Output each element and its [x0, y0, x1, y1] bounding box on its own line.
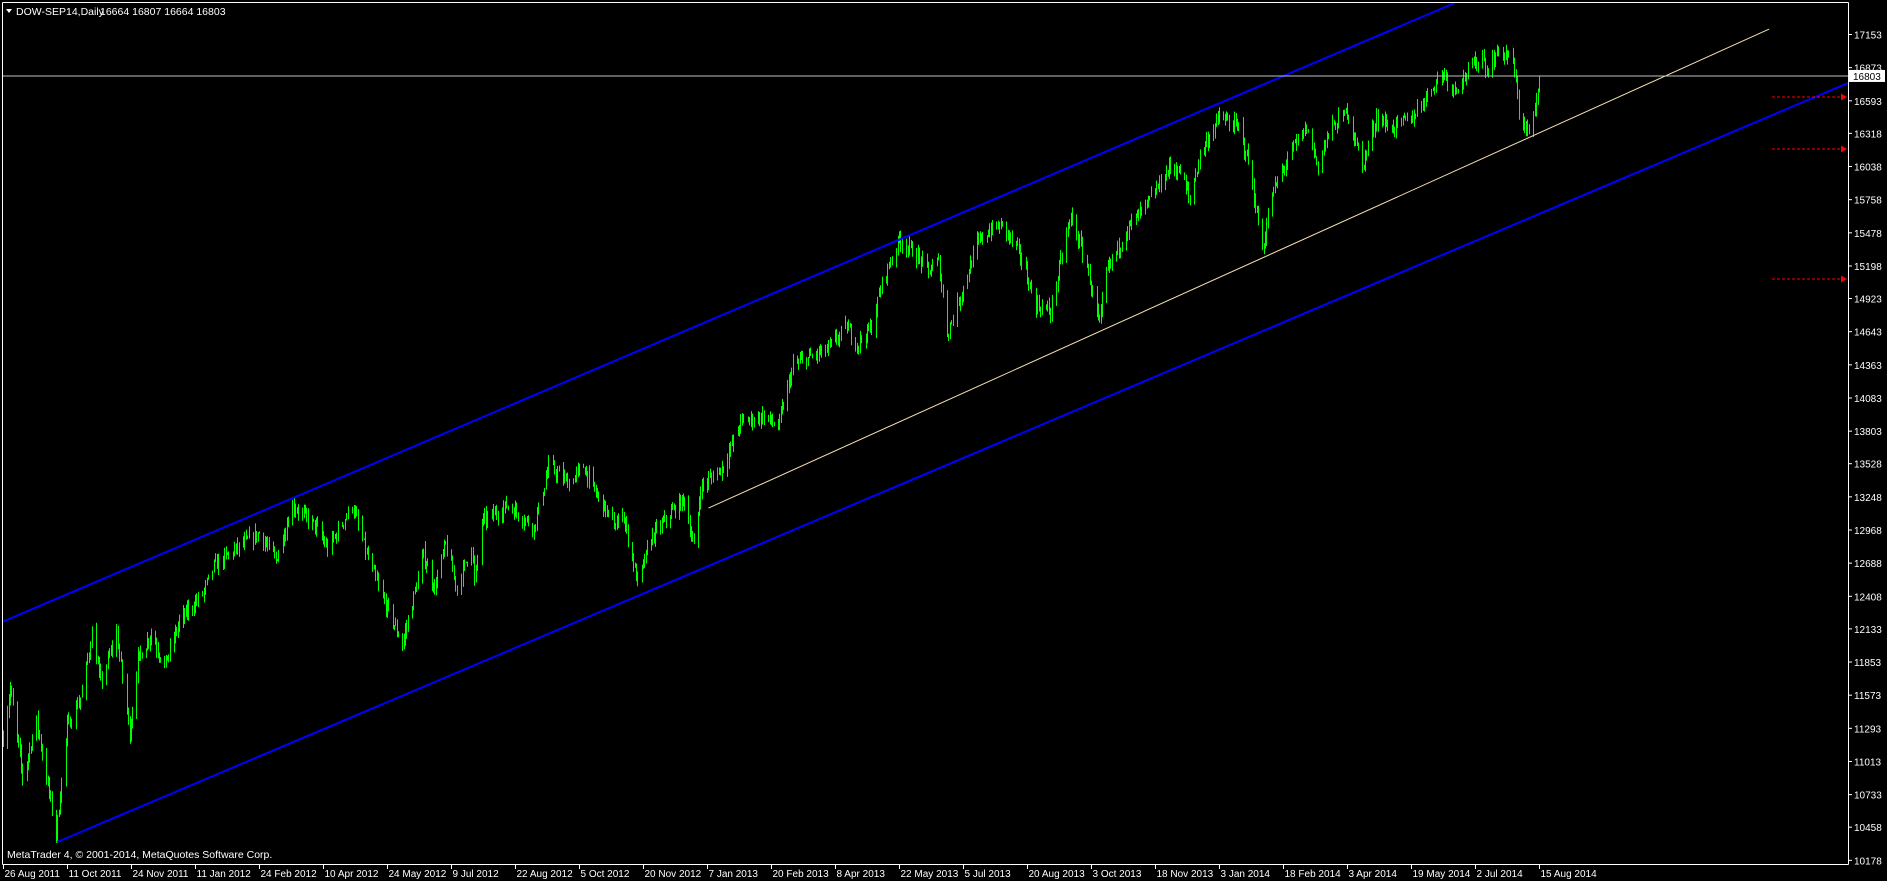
- symbol-label: DOW-SEP14,Daily: [16, 6, 105, 18]
- price-tick-label: 10178: [1854, 856, 1882, 867]
- upper-channel-line[interactable]: [2, 2, 1456, 623]
- date-tick-label: 20 Nov 2012: [645, 869, 702, 880]
- date-tick-label: 5 Jul 2013: [965, 869, 1012, 880]
- date-tick-label: 26 Aug 2011: [5, 869, 61, 880]
- price-tick-label: 15198: [1854, 262, 1882, 273]
- price-tick-label: 14923: [1854, 295, 1882, 306]
- price-tick-label: 13803: [1854, 427, 1882, 438]
- price-tick-label: 12688: [1854, 559, 1882, 570]
- drawn-objects[interactable]: [2, 2, 1849, 843]
- price-tick-label: 12133: [1854, 625, 1882, 636]
- price-tick-label: 11293: [1854, 724, 1882, 735]
- date-tick-label: 22 Aug 2012: [517, 869, 574, 880]
- arrow-right-icon: [1841, 275, 1847, 283]
- triangle-down-icon[interactable]: [6, 9, 12, 13]
- price-tick-label: 16038: [1854, 163, 1882, 174]
- date-tick-label: 3 Apr 2014: [1349, 869, 1398, 880]
- price-tick-label: 10458: [1854, 823, 1882, 834]
- date-tick-label: 9 Jul 2012: [453, 869, 500, 880]
- date-tick-label: 24 May 2012: [389, 869, 447, 880]
- current-price-tag-box: [1849, 69, 1885, 82]
- copyright-text: MetaTrader 4, © 2001-2014, MetaQuotes So…: [7, 849, 272, 861]
- ohlc-values: 16664 16807 16664 16803: [100, 6, 226, 18]
- date-tick-label: 24 Feb 2012: [261, 869, 318, 880]
- date-tick-label: 3 Oct 2013: [1093, 869, 1142, 880]
- price-tick-label: 16593: [1854, 97, 1882, 108]
- current-price-tag-text: 16803: [1853, 72, 1881, 83]
- date-tick-label: 22 May 2013: [901, 869, 959, 880]
- current-price-tag: 16803: [1849, 69, 1885, 83]
- price-arrows: [1772, 93, 1847, 283]
- date-tick-label: 24 Nov 2011: [133, 869, 189, 880]
- date-tick-label: 5 Oct 2012: [581, 869, 630, 880]
- time-axis[interactable]: 26 Aug 2011 11 Oct 2011 24 Nov 2011 11 Jan …: [3, 864, 1598, 880]
- date-tick-label: 18 Nov 2013: [1157, 869, 1214, 880]
- price-tick-label: 15478: [1854, 229, 1882, 240]
- support-line-line[interactable]: [708, 28, 1770, 509]
- date-tick-label: 11 Jan 2012: [197, 869, 252, 880]
- price-tick-label: 14363: [1854, 361, 1882, 372]
- date-tick-label: 11 Oct 2011: [69, 869, 122, 880]
- price-tick-label: 13528: [1854, 460, 1882, 471]
- arrow-right-icon: [1841, 93, 1847, 101]
- price-tick-label: 12968: [1854, 526, 1882, 537]
- price-tick-label: 12408: [1854, 592, 1882, 603]
- price-tick-label: 16318: [1854, 129, 1882, 140]
- date-tick-label: 3 Jan 2014: [1221, 869, 1271, 880]
- price-tick-label: 11013: [1854, 757, 1882, 768]
- date-tick-label: 20 Feb 2013: [773, 869, 830, 880]
- price-tick-label: 14643: [1854, 328, 1882, 339]
- date-tick-label: 19 May 2014: [1413, 869, 1471, 880]
- date-tick-label: 2 Jul 2014: [1477, 869, 1524, 880]
- price-tick-label: 15758: [1854, 196, 1882, 207]
- price-axis[interactable]: 17153 16873 16593 16318 16038 15758 15478 15198…: [1848, 31, 1882, 868]
- date-tick-label: 8 Apr 2013: [837, 869, 886, 880]
- arrow-right-icon: [1841, 145, 1847, 153]
- date-tick-label: 10 Apr 2012: [325, 869, 379, 880]
- price-tick-label: 13248: [1854, 493, 1882, 504]
- price-tick-label: 11853: [1854, 658, 1882, 669]
- date-tick-label: 7 Jan 2013: [709, 869, 759, 880]
- price-tick-label: 10733: [1854, 791, 1882, 802]
- chart-header: DOW-SEP14,Daily 16664 16807 16664 16803: [6, 6, 226, 18]
- price-tick-label: 11573: [1854, 691, 1882, 702]
- lower-channel-line[interactable]: [56, 82, 1849, 843]
- price-tick-label: 16873: [1854, 64, 1882, 75]
- price-bars: [3, 44, 1540, 844]
- price-tick-label: 14083: [1854, 394, 1882, 405]
- date-tick-label: 18 Feb 2014: [1285, 869, 1342, 880]
- date-tick-label: 15 Aug 2014: [1541, 869, 1598, 880]
- price-tick-label: 17153: [1854, 31, 1882, 42]
- date-tick-label: 20 Aug 2013: [1029, 869, 1086, 880]
